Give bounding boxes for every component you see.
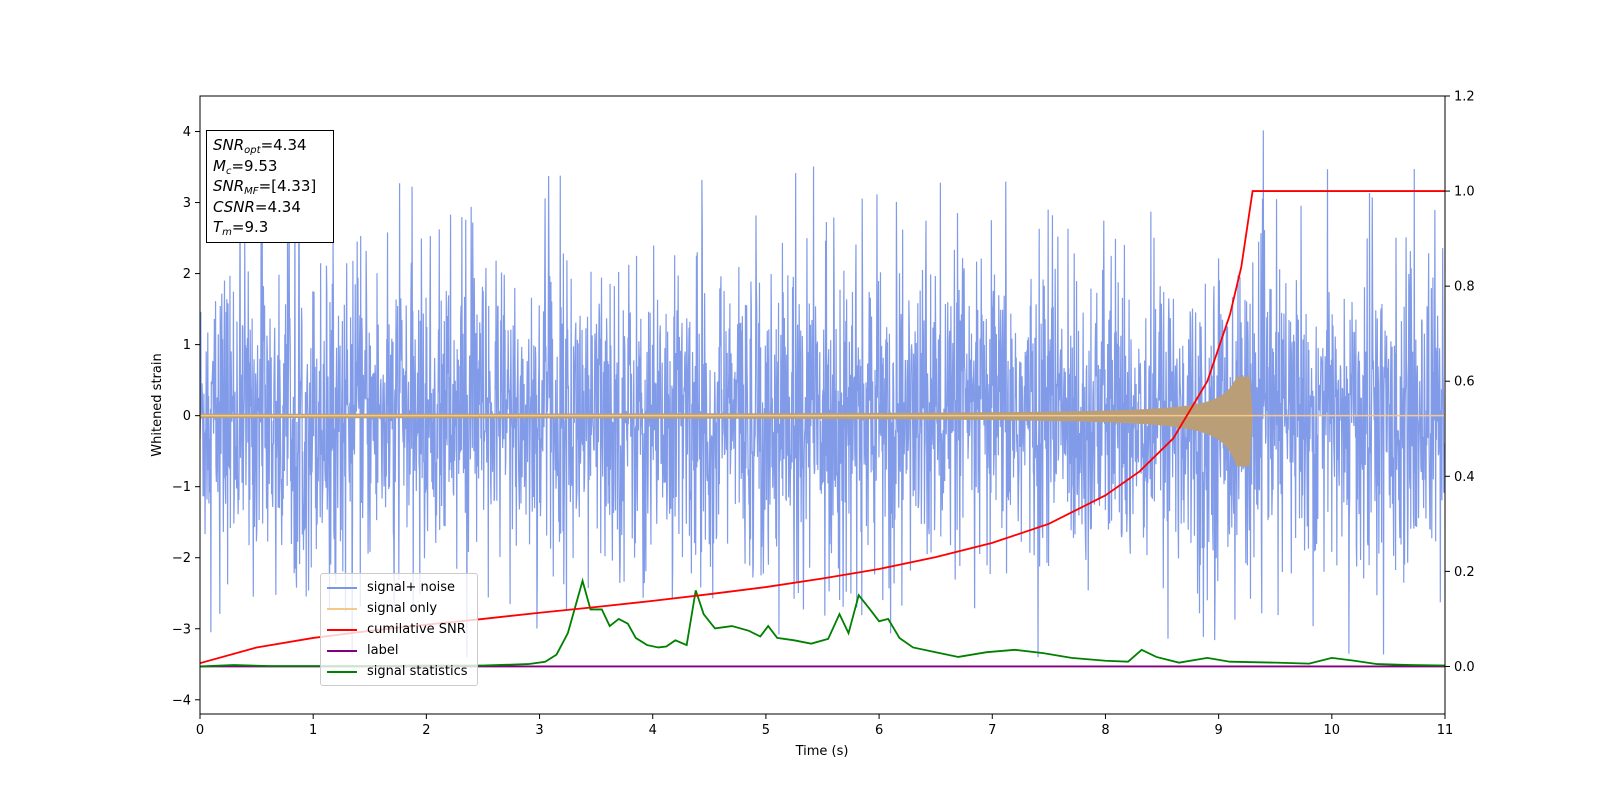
signal-noise-line xyxy=(200,130,1445,658)
x-axis-label: Time (s) xyxy=(795,744,849,759)
legend: signal+ noise signal only cumilative SNR… xyxy=(320,573,478,686)
x-tick-label: 5 xyxy=(762,723,770,738)
x-tick-label: 11 xyxy=(1437,723,1454,738)
y-axis-label: Whitened strain xyxy=(150,353,165,456)
legend-swatch xyxy=(327,649,357,652)
legend-item-signal-noise: signal+ noise xyxy=(327,577,471,598)
y-tick-label: −2 xyxy=(172,551,191,566)
y2-tick-label: 1.2 xyxy=(1454,90,1475,105)
y2-tick-label: 0.4 xyxy=(1454,470,1475,485)
x-tick-label: 2 xyxy=(422,723,430,738)
axes-frame xyxy=(199,95,1446,715)
x-tick-label: 10 xyxy=(1324,723,1341,738)
chirp-mass-annotation: Mc=9.53 xyxy=(213,156,278,177)
y-axis-left: 4 3 2 1 0 −1 −2 −3 −4 xyxy=(172,125,200,708)
y2-tick-label: 0.8 xyxy=(1454,280,1475,295)
y-tick-label: 1 xyxy=(183,338,191,353)
legend-item-signal-statistics: signal statistics xyxy=(327,661,471,682)
csnr-annotation: CSNR=4.34 xyxy=(213,197,301,216)
legend-item-cumulative-snr: cumilative SNR xyxy=(327,619,471,640)
y-tick-label: 4 xyxy=(183,125,191,140)
x-tick-label: 7 xyxy=(988,723,996,738)
x-tick-label: 0 xyxy=(196,723,204,738)
legend-swatch xyxy=(327,670,357,673)
legend-swatch xyxy=(327,607,357,610)
y2-tick-label: 1.0 xyxy=(1454,185,1475,200)
y-tick-label: 3 xyxy=(183,196,191,211)
y2-tick-label: 0.2 xyxy=(1454,565,1475,580)
y-axis-right: 1.2 1.0 0.8 0.6 0.4 0.2 0.0 xyxy=(1445,90,1475,675)
x-tick-label: 6 xyxy=(875,723,883,738)
legend-swatch xyxy=(327,628,357,631)
y-tick-label: 2 xyxy=(183,267,191,282)
y-tick-label: −1 xyxy=(172,480,191,495)
x-tick-label: 8 xyxy=(1101,723,1109,738)
snr-mf-annotation: SNRMF=[4.33] xyxy=(213,177,317,197)
signal-statistics-line xyxy=(200,577,1445,668)
y-tick-label: −3 xyxy=(172,622,191,637)
x-tick-label: 9 xyxy=(1214,723,1222,738)
y2-tick-label: 0.0 xyxy=(1454,660,1475,675)
snr-opt-annotation: SNRopt=4.34 xyxy=(213,136,307,156)
merger-time-annotation: Tm=9.3 xyxy=(213,218,269,238)
x-axis: 0 1 2 3 4 5 6 7 8 9 10 11 xyxy=(196,714,1453,738)
x-tick-label: 1 xyxy=(309,723,317,738)
x-tick-label: 4 xyxy=(649,723,657,738)
legend-swatch xyxy=(327,586,357,589)
y-tick-label: −4 xyxy=(172,693,191,708)
legend-item-label: label xyxy=(327,640,471,661)
x-tick-label: 3 xyxy=(535,723,543,738)
y2-tick-label: 0.6 xyxy=(1454,375,1475,390)
stats-annotation-box: SNRopt=4.34 Mc=9.53 SNRMF=[4.33] CSNR=4.… xyxy=(206,130,334,243)
y-tick-label: 0 xyxy=(183,409,191,424)
legend-item-signal-only: signal only xyxy=(327,598,471,619)
